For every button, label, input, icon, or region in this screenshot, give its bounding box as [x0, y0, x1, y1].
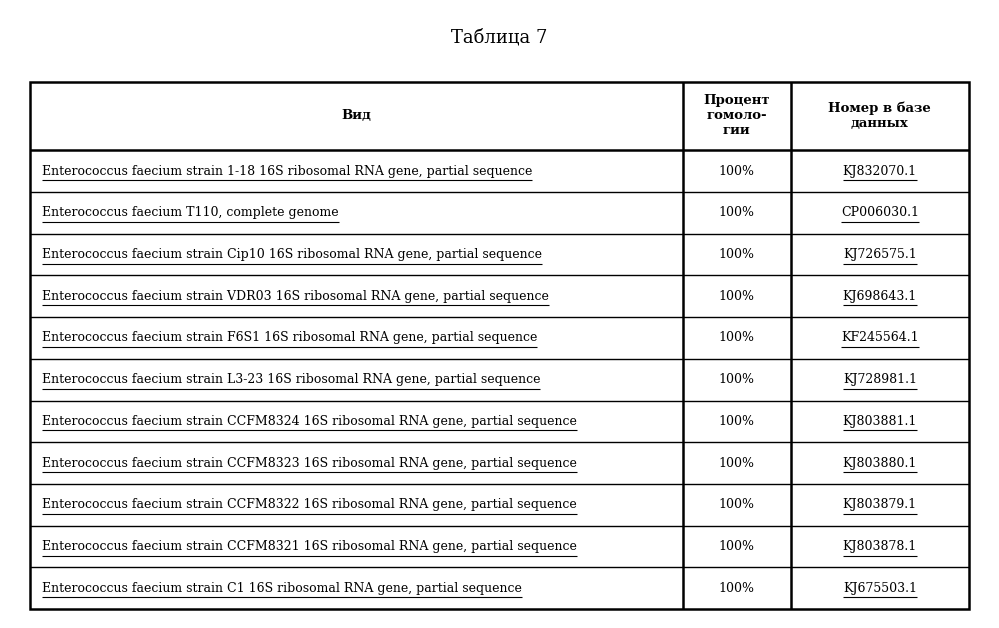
Text: KJ728981.1: KJ728981.1: [843, 373, 917, 386]
Text: 100%: 100%: [718, 290, 754, 303]
Text: Номер в базе
данных: Номер в базе данных: [828, 102, 931, 130]
Text: KJ698643.1: KJ698643.1: [843, 290, 917, 303]
Text: KJ803878.1: KJ803878.1: [843, 540, 917, 553]
Text: 100%: 100%: [718, 373, 754, 386]
Text: Enterococcus faecium strain 1-18 16S ribosomal RNA gene, partial sequence: Enterococcus faecium strain 1-18 16S rib…: [42, 165, 532, 178]
Text: 100%: 100%: [718, 499, 754, 511]
Text: 100%: 100%: [718, 457, 754, 470]
Text: 100%: 100%: [718, 165, 754, 178]
Text: KJ726575.1: KJ726575.1: [843, 248, 917, 261]
Text: 100%: 100%: [718, 540, 754, 553]
Text: 100%: 100%: [718, 582, 754, 595]
Text: Enterococcus faecium strain F6S1 16S ribosomal RNA gene, partial sequence: Enterococcus faecium strain F6S1 16S rib…: [42, 332, 537, 345]
Text: Enterococcus faecium strain CCFM8323 16S ribosomal RNA gene, partial sequence: Enterococcus faecium strain CCFM8323 16S…: [42, 457, 576, 470]
Text: Процент
гомоло-
гии: Процент гомоло- гии: [703, 94, 770, 138]
Text: 100%: 100%: [718, 248, 754, 261]
Text: KJ803881.1: KJ803881.1: [842, 415, 917, 428]
Text: KJ832070.1: KJ832070.1: [843, 165, 917, 178]
Text: 100%: 100%: [718, 332, 754, 345]
Text: Вид: Вид: [342, 109, 372, 122]
Text: Enterococcus faecium strain Cip10 16S ribosomal RNA gene, partial sequence: Enterococcus faecium strain Cip10 16S ri…: [42, 248, 542, 261]
Text: Enterococcus faecium strain CCFM8322 16S ribosomal RNA gene, partial sequence: Enterococcus faecium strain CCFM8322 16S…: [42, 499, 576, 511]
Text: Enterococcus faecium strain L3-23 16S ribosomal RNA gene, partial sequence: Enterococcus faecium strain L3-23 16S ri…: [42, 373, 540, 386]
Text: Enterococcus faecium T110, complete genome: Enterococcus faecium T110, complete geno…: [42, 207, 339, 219]
Text: Таблица 7: Таблица 7: [452, 28, 547, 46]
Text: KJ675503.1: KJ675503.1: [843, 582, 917, 595]
Text: CP006030.1: CP006030.1: [841, 207, 919, 219]
Text: Enterococcus faecium strain CCFM8321 16S ribosomal RNA gene, partial sequence: Enterococcus faecium strain CCFM8321 16S…: [42, 540, 576, 553]
Text: KJ803880.1: KJ803880.1: [842, 457, 917, 470]
Text: Enterococcus faecium strain VDR03 16S ribosomal RNA gene, partial sequence: Enterococcus faecium strain VDR03 16S ri…: [42, 290, 548, 303]
Text: KF245564.1: KF245564.1: [841, 332, 919, 345]
Text: Enterococcus faecium strain C1 16S ribosomal RNA gene, partial sequence: Enterococcus faecium strain C1 16S ribos…: [42, 582, 521, 595]
Text: Enterococcus faecium strain CCFM8324 16S ribosomal RNA gene, partial sequence: Enterococcus faecium strain CCFM8324 16S…: [42, 415, 576, 428]
Text: 100%: 100%: [718, 415, 754, 428]
Text: KJ803879.1: KJ803879.1: [843, 499, 917, 511]
Text: 100%: 100%: [718, 207, 754, 219]
